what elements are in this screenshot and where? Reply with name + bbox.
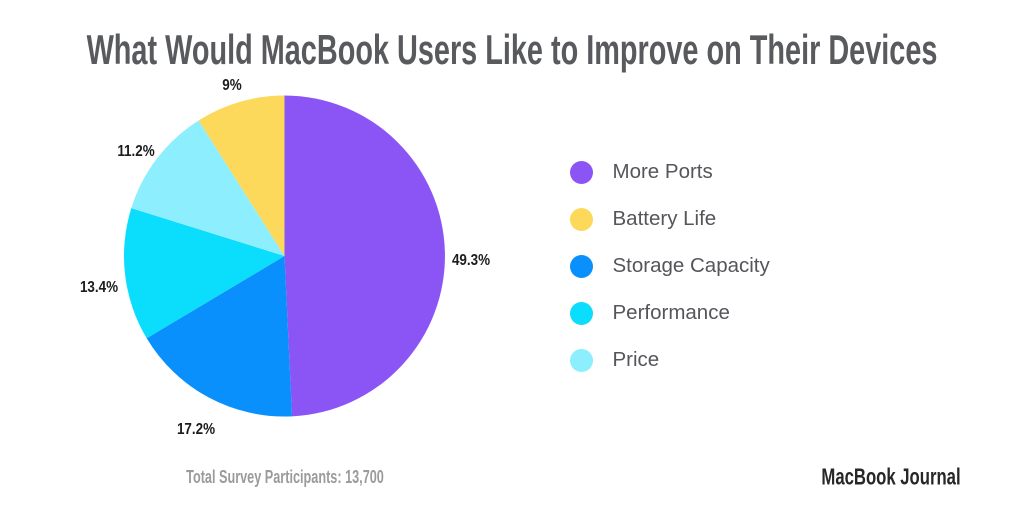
legend-label-battery-life: Battery Life [612, 207, 717, 230]
legend-swatch-performance [570, 301, 593, 325]
pie-value-label-more-ports: 49.3% [452, 252, 491, 270]
legend-item-price: Price [570, 348, 659, 372]
pie-value-label-battery-life: 9% [222, 76, 243, 94]
legend-swatch-battery-life [570, 207, 593, 231]
legend-item-battery-life: Battery Life [570, 207, 716, 231]
legend-label-more-ports: More Ports [612, 160, 713, 183]
legend-item-storage-capacity: Storage Capacity [570, 254, 770, 278]
legend-label-price: Price [612, 348, 660, 371]
pie-value-label-performance: 13.4% [79, 278, 118, 296]
pie-slice-performance [123, 208, 285, 339]
legend-swatch-storage-capacity [570, 254, 593, 278]
legend-label-storage-capacity: Storage Capacity [612, 254, 770, 277]
chart-title: What Would MacBook Users Like to Improve… [86, 26, 938, 73]
legend-item-performance: Performance [570, 301, 730, 325]
legend-label-performance: Performance [612, 301, 730, 324]
brand-logo: MacBook Journal [821, 463, 961, 490]
total-participants-note: Total Survey Participants: 13,700 [185, 467, 384, 488]
legend-swatch-price [570, 348, 593, 372]
pie-slice-battery-life [198, 95, 285, 256]
legend-swatch-more-ports [570, 160, 593, 184]
pie-slice-storage-capacity [146, 256, 293, 417]
pie-value-label-storage-capacity: 17.2% [176, 421, 216, 439]
legend-item-more-ports: More Ports [570, 160, 713, 184]
pie-value-label-price: 11.2% [117, 142, 155, 160]
pie-slice-price [131, 120, 285, 256]
pie-slice-more-ports [284, 95, 445, 417]
